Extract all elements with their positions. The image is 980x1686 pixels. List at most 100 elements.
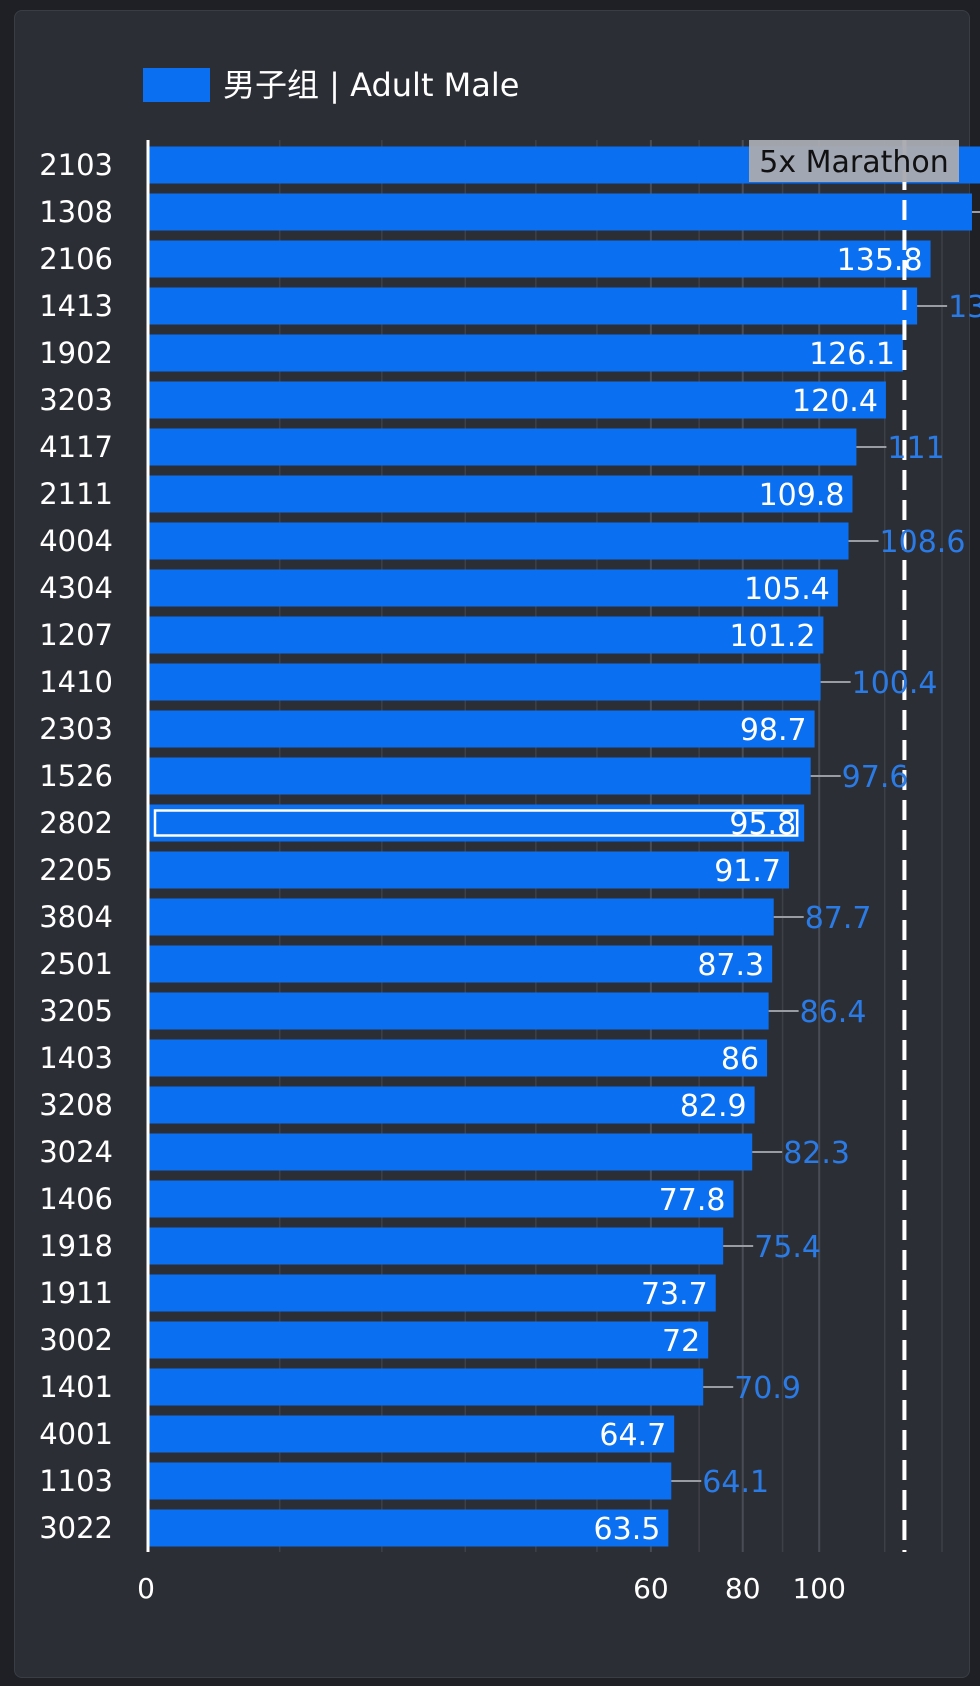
bar: [148, 334, 903, 372]
value-label: 63.5: [594, 1512, 661, 1547]
bar: [148, 287, 918, 325]
value-label: 75.4: [754, 1230, 821, 1265]
value-label: 95.8: [729, 807, 796, 842]
x-tick-label: 100: [792, 1572, 845, 1605]
bar: [148, 1227, 724, 1265]
category-label: 4304: [39, 571, 113, 605]
category-label: 3002: [39, 1323, 113, 1357]
highlight-outline: [153, 809, 799, 837]
value-label: 73.7: [641, 1277, 708, 1312]
x-tick-label: 60: [633, 1572, 669, 1605]
category-label: 4117: [39, 430, 113, 464]
category-label: 1902: [39, 336, 113, 370]
legend-label: 男子组 | Adult Male: [223, 66, 519, 104]
category-label: 1406: [39, 1182, 113, 1216]
value-label: 77.8: [659, 1183, 726, 1218]
value-label: 97.6: [842, 760, 909, 795]
value-label: 86: [721, 1042, 759, 1077]
value-label: 82.9: [680, 1089, 747, 1124]
value-label: 98.7: [740, 713, 807, 748]
category-label: 2106: [39, 242, 113, 276]
category-label: 2103: [39, 148, 113, 182]
bar: [148, 757, 811, 795]
category-label: 3203: [39, 383, 113, 417]
bar: [148, 898, 774, 936]
category-label: 3208: [39, 1088, 113, 1122]
category-label: 1911: [39, 1276, 113, 1310]
bars: [148, 146, 980, 1547]
value-label: 131: [948, 290, 980, 325]
category-label: 2501: [39, 947, 113, 981]
bar: [148, 1509, 669, 1547]
bar: [148, 945, 773, 983]
category-label: 3022: [39, 1511, 113, 1545]
bar: [148, 475, 853, 513]
value-labels: 170151.5135.8131126.1120.4111109.8108.61…: [594, 211, 980, 1547]
bar: [148, 1368, 704, 1406]
category-label: 1403: [39, 1041, 113, 1075]
value-label: 126.1: [809, 337, 895, 372]
bar: [148, 851, 790, 889]
category-label: 1103: [39, 1464, 113, 1498]
value-label: 87.3: [697, 948, 764, 983]
bar: [148, 616, 824, 654]
category-label: 3024: [39, 1135, 113, 1169]
category-label: 1207: [39, 618, 113, 652]
bar: [148, 1462, 672, 1500]
bar: [148, 240, 931, 278]
category-label: 2303: [39, 712, 113, 746]
bar: [148, 569, 838, 607]
bar: [148, 522, 849, 560]
bar: [148, 1321, 709, 1359]
value-label: 72: [662, 1324, 700, 1359]
bar: [148, 710, 815, 748]
legend: 男子组 | Adult Male: [143, 66, 519, 104]
bar: [148, 381, 886, 419]
bar: [148, 992, 769, 1030]
category-label: 2802: [39, 806, 113, 840]
bar: [148, 1415, 675, 1453]
category-label: 4001: [39, 1417, 113, 1451]
reference-label: 5x Marathon: [759, 145, 949, 180]
value-label: 108.6: [880, 525, 966, 560]
bar: [148, 663, 821, 701]
category-label: 4004: [39, 524, 113, 558]
value-label: 105.4: [744, 572, 830, 607]
axes: 2103 1308 2106 1413 1902 3203 4117 2111 4004 4304…: [39, 140, 846, 1605]
category-label: 1918: [39, 1229, 113, 1263]
value-label: 109.8: [759, 478, 845, 513]
value-label: 64.7: [599, 1418, 666, 1453]
category-label: 1401: [39, 1370, 113, 1404]
bar: [148, 1274, 716, 1312]
value-label: 120.4: [792, 384, 878, 419]
category-label: 1410: [39, 665, 113, 699]
value-label: 111: [887, 431, 944, 466]
category-label: 2205: [39, 853, 113, 887]
grid-lines: [278, 140, 943, 1552]
value-label: 86.4: [800, 995, 867, 1030]
x-tick-label: 80: [725, 1572, 761, 1605]
value-label: 64.1: [702, 1465, 769, 1500]
category-label: 3804: [39, 900, 113, 934]
value-label: 91.7: [714, 854, 781, 889]
bar: [148, 1086, 755, 1124]
bar: [148, 193, 972, 231]
value-label: 70.9: [734, 1371, 801, 1406]
value-label: 101.2: [730, 619, 816, 654]
legend-swatch: [143, 68, 210, 102]
reference-label-box: [749, 140, 959, 182]
value-label: 82.3: [783, 1136, 850, 1171]
value-label: 100.4: [852, 666, 938, 701]
bar: [148, 1039, 768, 1077]
category-label: 1308: [39, 195, 113, 229]
value-label: 135.8: [837, 243, 923, 278]
bar: [148, 1133, 753, 1171]
category-label: 3205: [39, 994, 113, 1028]
x-tick-label: 0: [137, 1572, 155, 1605]
category-label: 2111: [39, 477, 113, 511]
bar: [148, 1180, 734, 1218]
category-label: 1413: [39, 289, 113, 323]
category-label: 1526: [39, 759, 113, 793]
value-label: 87.7: [805, 901, 872, 936]
